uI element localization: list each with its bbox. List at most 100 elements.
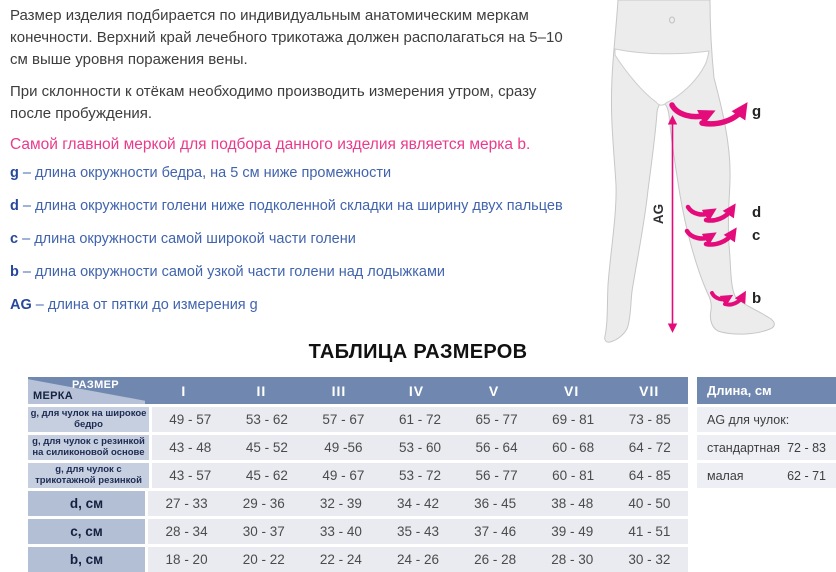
table-row: g, для чулок с резинкой на силиконовой о…: [28, 435, 688, 460]
cell: 20 - 22: [242, 552, 285, 567]
row-values: 43 - 48 45 - 52 49 -56 53 - 60 56 - 64 6…: [152, 435, 688, 460]
definition-b-text: – длина окружности самой узкой части гол…: [22, 264, 446, 280]
row-values: 27 - 33 29 - 36 32 - 39 34 - 42 36 - 45 …: [148, 491, 688, 516]
table-row: g, для чулок на широкое бедро 49 - 57 53…: [28, 407, 688, 432]
definition-b: b – длина окружности самой узкой части г…: [10, 262, 650, 295]
definition-d: d – длина окружности голени ниже подколе…: [10, 196, 650, 229]
d-measure-ring-icon: [685, 203, 736, 223]
row-label-c: c, см: [28, 519, 145, 544]
definition-ag: AG – длина от пятки до измерения g: [10, 295, 650, 328]
cell: 38 - 48: [551, 496, 594, 511]
row-label-g-wide-hip: g, для чулок на широкое бедро: [28, 407, 149, 432]
cell: 53 - 62: [245, 412, 288, 427]
column-headers: I II III IV V VI VII: [145, 377, 688, 404]
cell: 57 - 67: [322, 412, 365, 427]
column-header-6: VI: [564, 382, 580, 399]
cell: 45 - 62: [245, 468, 288, 483]
measurement-definitions: g – длина окружности бедра, на 5 см ниже…: [10, 163, 650, 328]
cell: 37 - 46: [474, 524, 517, 539]
legs-measurement-diagram: AG g d c b: [604, 0, 775, 343]
cell: 28 - 34: [165, 524, 208, 539]
column-header-7: VII: [639, 382, 660, 399]
column-header-2: II: [256, 382, 267, 399]
cell: 61 - 72: [398, 412, 441, 427]
row-label-g-silicone: g, для чулок с резинкой на силиконовой о…: [28, 435, 149, 460]
b-measure-ring-icon: [710, 290, 746, 307]
cell: 60 - 81: [552, 468, 595, 483]
size-table-title: ТАБЛИЦА РАЗМЕРОВ: [308, 341, 528, 363]
panties-shape: [614, 48, 710, 106]
length-small-value: 62 - 71: [787, 468, 826, 483]
ag-label: AG: [651, 204, 666, 224]
cell: 35 - 43: [396, 524, 439, 539]
definition-g-text: – длина окружности бедра, на 5 см ниже п…: [22, 165, 392, 181]
cell: 41 - 51: [628, 524, 671, 539]
cell: 73 - 85: [628, 412, 671, 427]
c-ring-label: c: [752, 227, 760, 244]
size-table-header: РАЗМЕР МЕРКА I II III IV V VI VII: [28, 377, 688, 404]
definition-c-text: – длина окружности самой широкой части г…: [22, 231, 356, 247]
intro-paragraph-2: При склонности к отёкам необходимо произ…: [10, 83, 537, 122]
cell: 45 - 52: [245, 440, 288, 455]
column-header-1: I: [181, 382, 187, 399]
cell: 18 - 20: [165, 552, 208, 567]
g-measure-ring-icon: [669, 102, 748, 127]
column-header-5: V: [488, 382, 500, 399]
definition-ag-text: – длина от пятки до измерения g: [35, 297, 258, 313]
c-measure-ring-icon: [684, 227, 737, 247]
cell: 30 - 37: [242, 524, 285, 539]
definition-ag-key: AG: [10, 297, 32, 313]
cell: 69 - 81: [552, 412, 595, 427]
length-standard-value: 72 - 83: [787, 440, 826, 455]
cell: 56 - 64: [475, 440, 518, 455]
cell: 53 - 60: [398, 440, 441, 455]
g-ring-label: g: [752, 103, 761, 120]
corner-label-measure: МЕРКА: [33, 390, 73, 402]
length-panel-subheader: AG для чулок:: [697, 407, 836, 432]
cell: 36 - 45: [474, 496, 517, 511]
cell: 49 -56: [324, 440, 363, 455]
cell: 64 - 85: [628, 468, 671, 483]
definition-d-key: d: [10, 198, 19, 214]
cell: 24 - 26: [396, 552, 439, 567]
cell: 27 - 33: [165, 496, 208, 511]
cell: 43 - 48: [169, 440, 212, 455]
cell: 26 - 28: [474, 552, 517, 567]
table-row: b, см 18 - 20 20 - 22 22 - 24 24 - 26 26…: [28, 547, 688, 572]
definition-c-key: c: [10, 231, 19, 247]
cell: 60 - 68: [552, 440, 595, 455]
table-row: d, см 27 - 33 29 - 36 32 - 39 34 - 42 36…: [28, 491, 688, 516]
navel-mark: [669, 16, 675, 24]
row-values: 28 - 34 30 - 37 33 - 40 35 - 43 37 - 46 …: [148, 519, 688, 544]
definition-b-key: b: [10, 264, 19, 280]
row-values: 43 - 57 45 - 62 49 - 67 53 - 72 56 - 77 …: [152, 463, 688, 488]
row-values: 18 - 20 20 - 22 22 - 24 24 - 26 26 - 28 …: [148, 547, 688, 572]
cell: 33 - 40: [319, 524, 362, 539]
length-panel: Длина, см AG для чулок: стандартная 72 -…: [697, 377, 836, 488]
corner-label-size: РАЗМЕР: [72, 379, 119, 391]
cell: 28 - 30: [551, 552, 594, 567]
column-header-4: IV: [408, 382, 425, 399]
table-row: g, для чулок с трикотажной резинкой 43 -…: [28, 463, 688, 488]
length-panel-header: Длина, см: [697, 377, 836, 404]
length-subheader-text: AG для чулок:: [707, 412, 790, 427]
cell: 49 - 67: [322, 468, 365, 483]
intro-paragraph-1: Размер изделия подбирается по индивидуал…: [10, 7, 563, 68]
definition-g: g – длина окружности бедра, на 5 см ниже…: [10, 163, 650, 196]
row-label-g-knit: g, для чулок с трикотажной резинкой: [28, 463, 149, 488]
cell: 29 - 36: [242, 496, 285, 511]
cell: 65 - 77: [475, 412, 518, 427]
row-values: 49 - 57 53 - 62 57 - 67 61 - 72 65 - 77 …: [152, 407, 688, 432]
row-label-d: d, см: [28, 491, 145, 516]
cell: 32 - 39: [319, 496, 362, 511]
cell: 64 - 72: [628, 440, 671, 455]
row-label-b: b, см: [28, 547, 145, 572]
definition-g-key: g: [10, 165, 19, 181]
table-row: c, см 28 - 34 30 - 37 33 - 40 35 - 43 37…: [28, 519, 688, 544]
b-ring-label: b: [752, 290, 761, 307]
size-table: РАЗМЕР МЕРКА I II III IV V VI VII g, для…: [28, 377, 688, 572]
cell: 40 - 50: [628, 496, 671, 511]
cell: 43 - 57: [169, 468, 212, 483]
cell: 30 - 32: [628, 552, 671, 567]
cell: 53 - 72: [398, 468, 441, 483]
